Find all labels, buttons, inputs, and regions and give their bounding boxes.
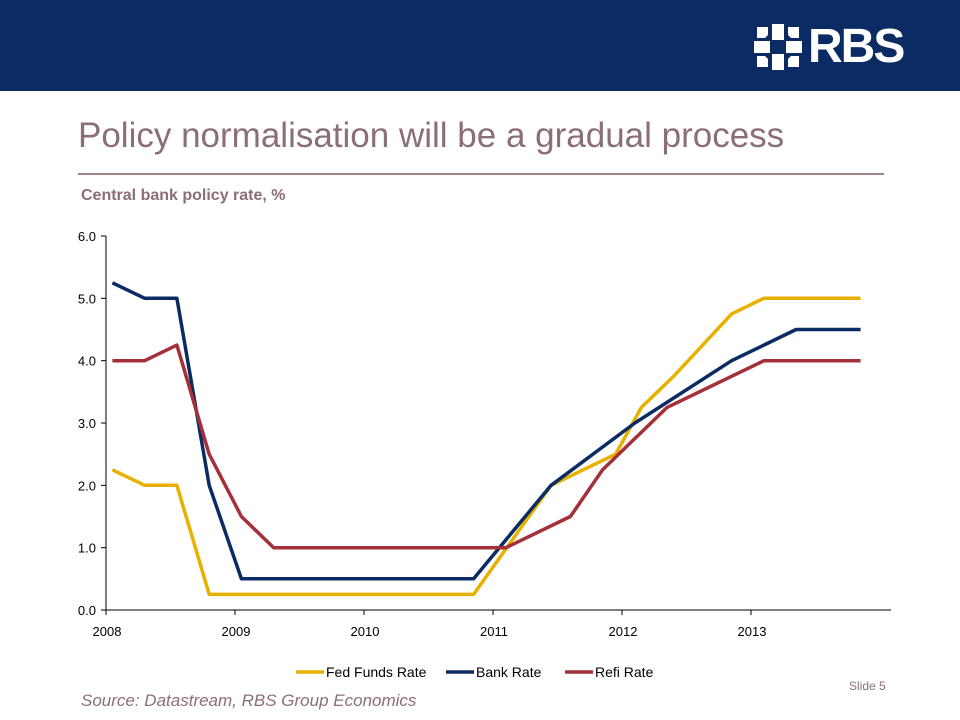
x-tick-label: 2008 <box>93 624 122 639</box>
y-tick-label: 3.0 <box>78 416 96 431</box>
series-line-refi-rate <box>112 343 861 550</box>
series-line-bank-rate <box>111 281 861 581</box>
x-tick-label: 2012 <box>609 624 638 639</box>
chart-legend: Fed Funds Rate Bank Rate Refi Rate <box>296 664 654 680</box>
chart-series <box>111 281 861 597</box>
x-tick-label: 2011 <box>480 624 508 639</box>
y-tick-label: 2.0 <box>78 478 96 493</box>
y-tick-label: 1.0 <box>78 541 96 556</box>
y-tick-label: 6.0 <box>78 229 96 244</box>
brand-name: RBS <box>808 20 905 73</box>
legend-label: Refi Rate <box>595 664 654 680</box>
y-tick-label: 0.0 <box>78 603 96 618</box>
x-tick-label: 2010 <box>351 624 380 639</box>
chart-axes: 0.0 1.0 2.0 3.0 4.0 5.0 6.0 2008 2009 2010 2011 201… <box>78 229 891 639</box>
daisy-wheel-icon <box>754 24 802 70</box>
page-title: Policy normalisation will be a gradual p… <box>78 116 785 155</box>
rbs-logo: RBS <box>752 22 905 72</box>
header-bar: RBS <box>0 0 960 91</box>
series-line-fed-funds-rate <box>111 296 861 597</box>
title-divider <box>78 173 884 175</box>
x-tick-label: 2013 <box>738 624 767 639</box>
source-note: Source: Datastream, RBS Group Economics <box>81 691 417 710</box>
y-tick-label: 5.0 <box>78 291 96 306</box>
x-tick-label: 2009 <box>222 624 251 639</box>
chart-title: Central bank policy rate, % <box>81 187 286 204</box>
legend-label: Bank Rate <box>476 664 542 680</box>
legend-label: Fed Funds Rate <box>326 664 427 680</box>
y-tick-label: 4.0 <box>78 354 96 369</box>
slide-number: Slide 5 <box>849 679 886 693</box>
